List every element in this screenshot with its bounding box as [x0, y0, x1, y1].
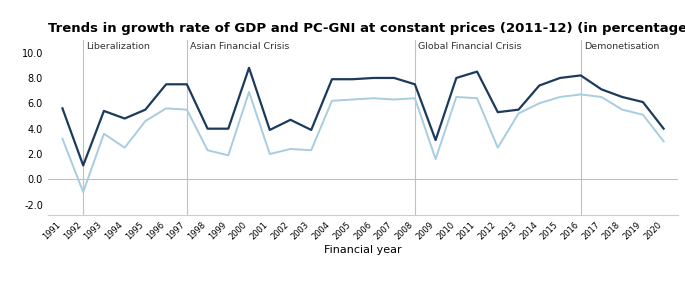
Text: Demonetisation: Demonetisation [584, 42, 659, 51]
Per Capita GNI [58, 137, 66, 141]
GDP [494, 110, 502, 114]
GDP [162, 83, 170, 86]
Per Capita GNI [121, 146, 129, 150]
Per Capita GNI [535, 102, 543, 105]
Per Capita GNI [266, 152, 274, 156]
Text: Liberalization: Liberalization [86, 42, 150, 51]
GDP [58, 107, 66, 110]
GDP [390, 76, 398, 80]
Per Capita GNI [556, 95, 564, 99]
Text: Asian Financial Crisis: Asian Financial Crisis [190, 42, 289, 51]
Per Capita GNI [349, 98, 357, 101]
Per Capita GNI [162, 107, 170, 110]
GDP [597, 87, 606, 91]
Per Capita GNI [183, 108, 191, 111]
Text: Global Financial Crisis: Global Financial Crisis [418, 42, 521, 51]
Per Capita GNI [494, 146, 502, 150]
Per Capita GNI [369, 96, 377, 100]
Per Capita GNI [577, 93, 585, 96]
GDP [577, 74, 585, 77]
Per Capita GNI [286, 147, 295, 151]
GDP [266, 128, 274, 132]
GDP [639, 100, 647, 104]
Per Capita GNI [100, 132, 108, 136]
GDP [79, 164, 87, 167]
Per Capita GNI [141, 119, 149, 123]
Per Capita GNI [597, 95, 606, 99]
Per Capita GNI [514, 112, 523, 115]
GDP [203, 127, 212, 130]
Per Capita GNI [224, 154, 232, 157]
GDP [328, 77, 336, 81]
GDP [556, 76, 564, 80]
GDP [245, 66, 253, 70]
Per Capita GNI [432, 157, 440, 161]
Per Capita GNI [390, 98, 398, 101]
Per Capita GNI [328, 99, 336, 103]
GDP [121, 117, 129, 120]
GDP [307, 128, 315, 132]
GDP [349, 77, 357, 81]
X-axis label: Financial year: Financial year [324, 245, 402, 255]
GDP [432, 138, 440, 142]
GDP [183, 83, 191, 86]
GDP [618, 95, 626, 99]
GDP [369, 76, 377, 80]
Per Capita GNI [411, 96, 419, 100]
GDP [452, 76, 460, 80]
Line: Per Capita GNI: Per Capita GNI [62, 92, 664, 192]
GDP [535, 84, 543, 87]
Per Capita GNI [307, 148, 315, 152]
Per Capita GNI [245, 90, 253, 94]
GDP [514, 108, 523, 111]
Per Capita GNI [639, 113, 647, 117]
GDP [286, 118, 295, 122]
Text: Trends in growth rate of GDP and PC-GNI at constant prices (2011-12) (in percent: Trends in growth rate of GDP and PC-GNI … [48, 21, 685, 35]
GDP [224, 127, 232, 130]
Per Capita GNI [618, 108, 626, 111]
Per Capita GNI [79, 190, 87, 194]
GDP [473, 70, 481, 73]
GDP [411, 83, 419, 86]
Per Capita GNI [452, 95, 460, 99]
Per Capita GNI [660, 139, 668, 143]
Per Capita GNI [473, 96, 481, 100]
GDP [660, 127, 668, 130]
GDP [141, 108, 149, 111]
Line: GDP: GDP [62, 68, 664, 165]
GDP [100, 109, 108, 113]
Per Capita GNI [203, 148, 212, 152]
